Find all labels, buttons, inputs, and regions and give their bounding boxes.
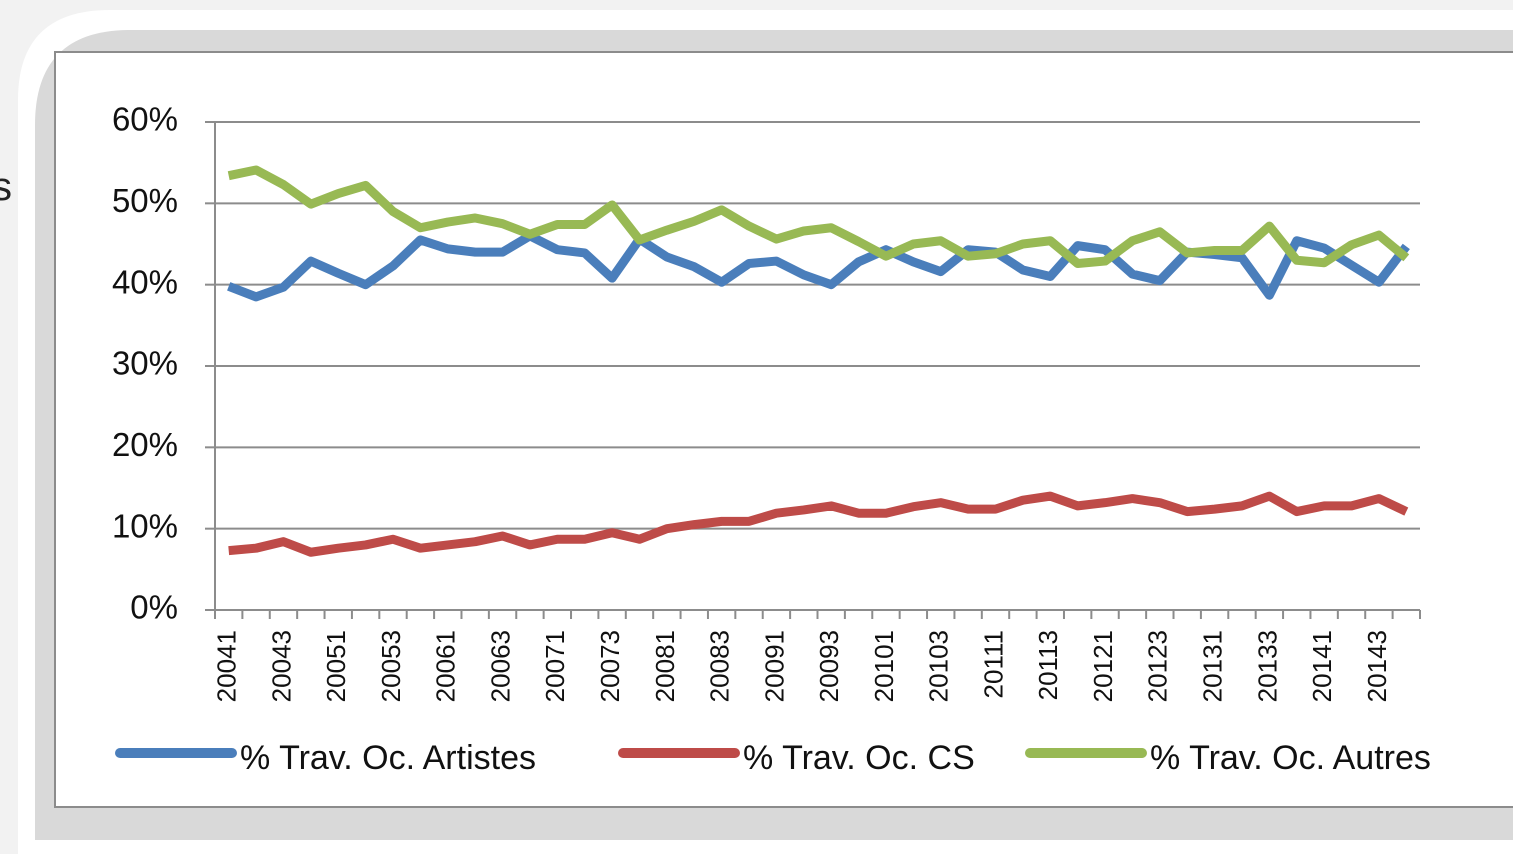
x-tick-label: 20111 (978, 630, 1008, 698)
x-tick-label: 20103 (924, 630, 954, 702)
x-tick-label: 20121 (1088, 630, 1118, 702)
x-tick-label: 20071 (540, 630, 570, 702)
y-tick-label: 60% (112, 101, 178, 138)
x-tick-label: 20073 (595, 630, 625, 702)
x-tick-label: 20041 (212, 630, 242, 702)
y-tick-label: 50% (112, 182, 178, 219)
x-tick-label: 20113 (1033, 630, 1063, 700)
series-line (227, 165, 1410, 269)
y-tick-label: 20% (112, 426, 178, 463)
x-tick-label: 20133 (1252, 630, 1282, 702)
x-tick-label: 20043 (266, 630, 296, 702)
chart-area (54, 51, 1513, 808)
x-tick-label: 20091 (759, 630, 789, 702)
y-tick-label: 0% (130, 589, 178, 626)
x-tick-label: 20141 (1307, 630, 1337, 702)
x-tick-label: 20061 (431, 630, 461, 702)
x-tick-label: 20143 (1362, 630, 1392, 702)
y-tick-label: 30% (112, 345, 178, 382)
x-tick-label: 20123 (1143, 630, 1173, 702)
x-tick-label: 20101 (869, 630, 899, 702)
x-tick-label: 20083 (705, 630, 735, 702)
x-tick-label: 20131 (1197, 630, 1227, 702)
slide-fragment: s (0, 165, 12, 209)
legend-label: % Trav. Oc. Autres (1150, 739, 1431, 777)
y-tick-label: 40% (112, 263, 178, 300)
legend-label: % Trav. Oc. Artistes (240, 739, 536, 777)
x-tick-label: 20093 (814, 630, 844, 702)
series-line (228, 491, 1409, 557)
legend-label: % Trav. Oc. CS (743, 739, 975, 777)
x-tick-label: 20053 (376, 630, 406, 702)
x-tick-label: 20063 (485, 630, 515, 702)
y-tick-label: 10% (112, 507, 178, 544)
x-tick-label: 20051 (321, 630, 351, 702)
x-tick-label: 20081 (650, 630, 680, 702)
